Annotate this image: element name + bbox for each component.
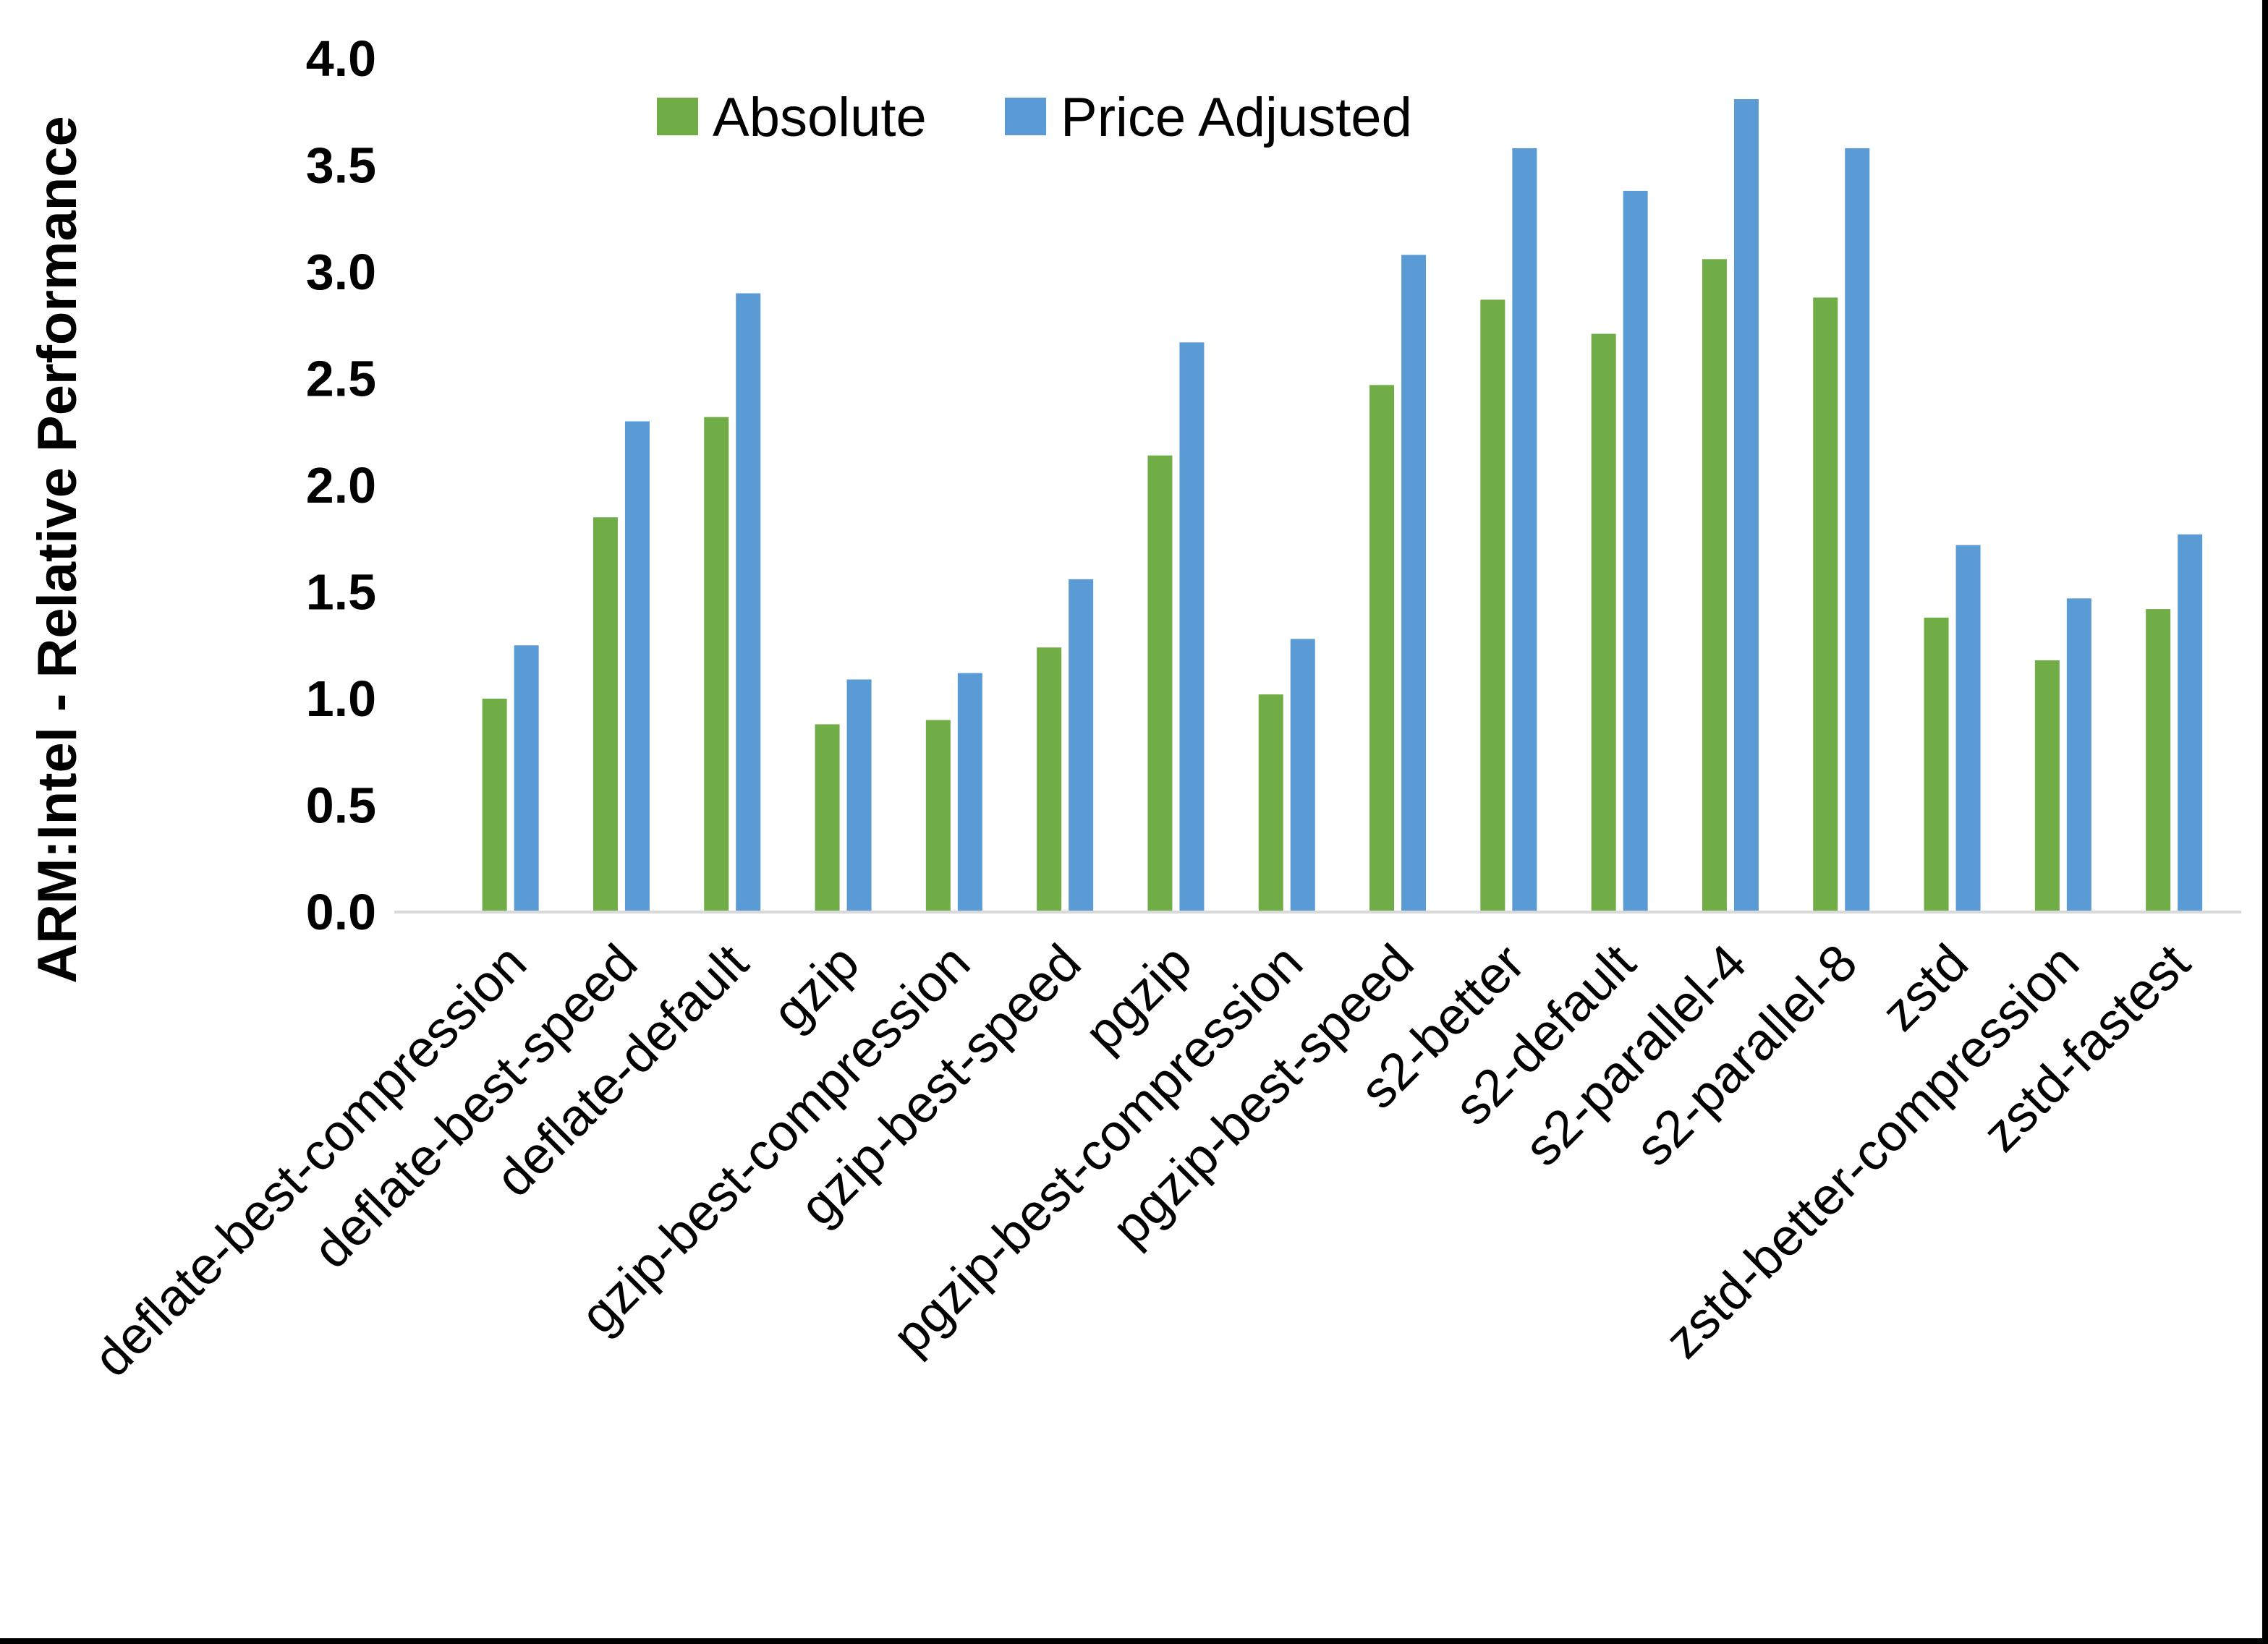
legend-swatch-price-adjusted — [1005, 98, 1046, 135]
bar-absolute-s2-default — [1591, 333, 1616, 911]
legend-label-price-adjusted: Price Adjusted — [1061, 87, 1412, 148]
bar-price-adjusted-s2-default — [1623, 190, 1648, 911]
bar-price-adjusted-zstd-fastest — [2178, 534, 2203, 911]
bar-absolute-pgzip-best-speed — [1369, 385, 1395, 911]
y-tick-label-3.0: 3.0 — [306, 244, 376, 300]
bar-absolute-deflate-best-compression — [482, 699, 507, 911]
bar-price-adjusted-deflate-best-compression — [514, 645, 539, 911]
y-tick-label-4.0: 4.0 — [306, 30, 376, 87]
y-axis-title: ARM:Intel - Relative Performance — [27, 116, 88, 983]
bar-absolute-gzip-best-compression — [925, 720, 951, 911]
bar-price-adjusted-pgzip-best-compression — [1290, 639, 1315, 911]
bar-absolute-deflate-default — [704, 417, 729, 911]
right-border — [2262, 0, 2268, 1644]
y-tick-label-1.5: 1.5 — [306, 564, 376, 621]
bar-absolute-pgzip-best-compression — [1258, 694, 1283, 911]
bar-absolute-zstd-fastest — [2146, 609, 2171, 911]
legend: Absolute Price Adjusted — [657, 87, 1412, 148]
x-axis-category-labels: deflate-best-compressiondeflate-best-spe… — [83, 934, 2201, 1388]
bar-absolute-zstd-better-compression — [2034, 660, 2060, 911]
bar-absolute-deflate-best-speed — [593, 517, 618, 911]
bar-price-adjusted-zstd-better-compression — [2066, 598, 2091, 911]
y-tick-label-0.0: 0.0 — [306, 884, 376, 940]
bar-price-adjusted-pgzip — [1179, 342, 1205, 911]
y-tick-label-2.0: 2.0 — [306, 457, 376, 514]
bar-price-adjusted-s2-parallel-8 — [1845, 148, 1870, 911]
legend-swatch-absolute — [657, 98, 698, 135]
bar-price-adjusted-gzip-best-compression — [957, 673, 982, 911]
x-category-label-deflate-best-compression: deflate-best-compression — [83, 934, 538, 1388]
y-tick-label-1.0: 1.0 — [306, 670, 376, 727]
bar-price-adjusted-s2-parallel-4 — [1733, 99, 1759, 911]
bars — [482, 99, 2203, 911]
y-tick-label-0.5: 0.5 — [306, 778, 376, 834]
bar-price-adjusted-s2-better — [1512, 148, 1537, 911]
bar-price-adjusted-gzip-best-speed — [1069, 579, 1094, 911]
bar-absolute-s2-parallel-8 — [1813, 297, 1838, 911]
bar-absolute-gzip — [815, 724, 840, 911]
bar-price-adjusted-deflate-default — [736, 293, 761, 911]
bottom-border — [0, 1638, 2268, 1644]
bar-absolute-s2-better — [1480, 299, 1505, 911]
y-tick-label-2.5: 2.5 — [306, 351, 376, 407]
bar-price-adjusted-zstd — [1955, 545, 1981, 911]
bar-absolute-s2-parallel-4 — [1702, 259, 1727, 911]
legend-label-absolute: Absolute — [713, 87, 927, 148]
bar-absolute-pgzip — [1147, 455, 1173, 911]
bar-price-adjusted-deflate-best-speed — [624, 421, 650, 911]
y-axis-tick-labels: 0.0 0.5 1.0 1.5 2.0 2.5 3.0 3.5 4.0 — [306, 30, 376, 940]
bar-absolute-gzip-best-speed — [1037, 647, 1062, 911]
y-tick-label-3.5: 3.5 — [306, 137, 376, 194]
bar-absolute-zstd — [1924, 617, 1949, 911]
bar-price-adjusted-pgzip-best-speed — [1401, 255, 1427, 911]
bar-price-adjusted-gzip — [846, 679, 872, 911]
